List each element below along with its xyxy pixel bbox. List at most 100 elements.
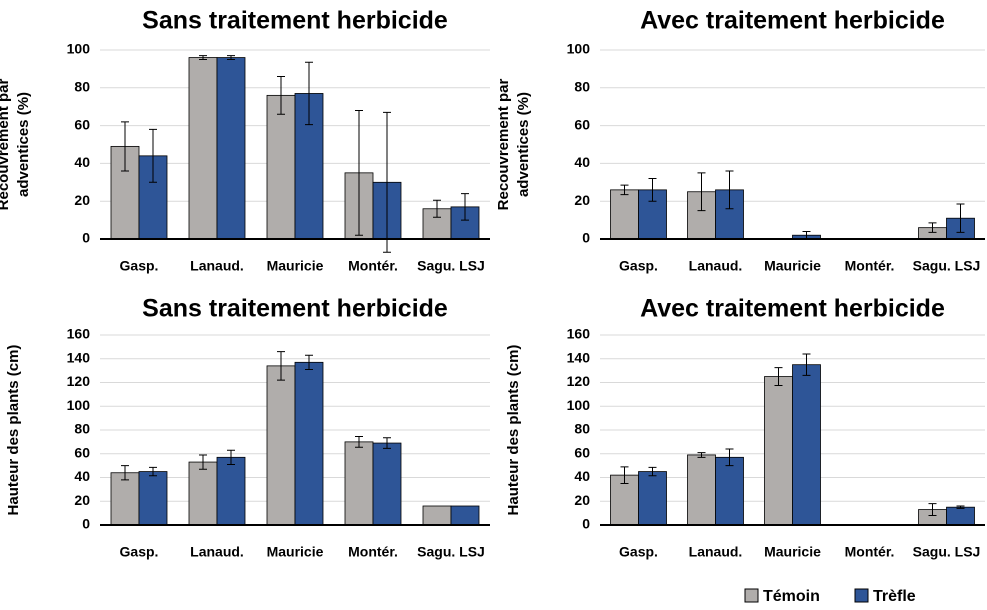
y-axis-label: Hauteur des plants (cm)	[505, 345, 522, 516]
bar	[638, 471, 667, 526]
y-tick-label: 0	[82, 230, 90, 246]
error-bar	[121, 121, 129, 172]
y-tick-label: 40	[574, 468, 590, 484]
y-tick-label: 80	[574, 79, 590, 95]
error-bar	[305, 61, 313, 126]
y-axis-label: Hauteur des plants (cm)	[5, 345, 22, 516]
error-bar	[725, 170, 734, 210]
bar	[792, 364, 821, 526]
legend-swatch	[744, 588, 759, 603]
x-tick-label: Lanaud.	[190, 258, 244, 274]
x-tick-label: Sagu. LSJ	[913, 544, 981, 560]
x-tick-label: Montér.	[348, 258, 398, 274]
y-tick-label: 60	[574, 116, 590, 132]
y-axis-label: Recouvrement par	[495, 78, 512, 210]
bar	[764, 376, 793, 526]
bar	[266, 365, 296, 526]
error-bar	[725, 448, 734, 467]
y-tick-label: 120	[567, 373, 591, 389]
y-tick-label: 20	[574, 492, 590, 508]
y-tick-label: 60	[74, 444, 90, 460]
bar	[188, 461, 218, 526]
error-bar	[383, 111, 391, 253]
error-bar	[355, 436, 363, 448]
error-bar	[697, 172, 706, 212]
bar	[450, 505, 480, 526]
y-tick-label: 140	[67, 349, 91, 365]
y-tick-label: 0	[582, 516, 590, 532]
x-tick-label: Gasp.	[120, 544, 159, 560]
x-tick-label: Mauricie	[764, 258, 821, 274]
y-axis-label: Recouvrement par	[0, 78, 12, 210]
chart-title: Sans traitement herbicide	[142, 295, 448, 323]
error-bar	[648, 178, 657, 202]
bar	[372, 442, 402, 526]
error-bar	[277, 75, 285, 115]
error-bar	[227, 55, 235, 60]
error-bar	[620, 184, 629, 196]
y-tick-label: 20	[74, 192, 90, 208]
x-tick-label: Gasp.	[619, 258, 658, 274]
bar	[188, 57, 218, 240]
error-bar	[956, 505, 965, 509]
chart-title: Avec traitement herbicide	[640, 7, 945, 35]
x-tick-label: Montér.	[845, 544, 895, 560]
y-tick-label: 60	[574, 444, 590, 460]
error-bar	[697, 452, 706, 458]
x-tick-label: Lanaud.	[190, 544, 244, 560]
bar	[687, 454, 716, 526]
error-bar	[149, 128, 157, 183]
y-tick-label: 100	[67, 397, 91, 413]
y-tick-label: 40	[74, 154, 90, 170]
error-bar	[199, 55, 207, 60]
x-tick-label: Mauricie	[267, 544, 324, 560]
x-tick-label: Sagu. LSJ	[913, 258, 981, 274]
bar	[216, 456, 246, 526]
x-tick-label: Montér.	[845, 258, 895, 274]
y-tick-label: 80	[574, 421, 590, 437]
bar	[266, 94, 296, 240]
x-tick-label: Lanaud.	[689, 544, 743, 560]
y-tick-label: 60	[74, 116, 90, 132]
x-tick-label: Lanaud.	[689, 258, 743, 274]
error-bar	[199, 454, 207, 470]
error-bar	[121, 465, 129, 481]
y-tick-label: 0	[82, 516, 90, 532]
bar	[946, 506, 975, 526]
error-bar	[433, 199, 441, 218]
error-bar	[928, 222, 937, 233]
y-tick-label: 40	[74, 468, 90, 484]
x-tick-label: Sagu. LSJ	[417, 544, 485, 560]
y-tick-label: 20	[574, 192, 590, 208]
error-bar	[355, 109, 363, 236]
x-tick-label: Mauricie	[764, 544, 821, 560]
y-tick-label: 160	[67, 326, 91, 342]
chart-title: Avec traitement herbicide	[640, 295, 945, 323]
x-tick-label: Gasp.	[619, 544, 658, 560]
y-axis-label: adventices (%)	[15, 92, 32, 197]
error-bar	[149, 466, 157, 477]
bar	[110, 472, 140, 526]
error-bar	[620, 466, 629, 484]
error-bar	[956, 203, 965, 233]
error-bar	[277, 351, 285, 381]
error-bar	[305, 354, 313, 370]
bar	[294, 361, 324, 526]
y-tick-label: 20	[74, 492, 90, 508]
error-bar	[383, 437, 391, 449]
y-tick-label: 80	[74, 421, 90, 437]
y-tick-label: 140	[567, 349, 591, 365]
error-bar	[928, 503, 937, 516]
legend-label: Trèfle	[873, 588, 916, 605]
bar	[422, 505, 452, 526]
error-bar	[227, 449, 235, 465]
x-tick-label: Montér.	[348, 544, 398, 560]
bar	[715, 456, 744, 526]
y-tick-label: 100	[567, 41, 591, 57]
legend-label: Témoin	[763, 588, 820, 605]
error-bar	[461, 193, 469, 221]
bar	[138, 471, 168, 526]
bar	[610, 189, 639, 240]
bar	[344, 441, 374, 526]
